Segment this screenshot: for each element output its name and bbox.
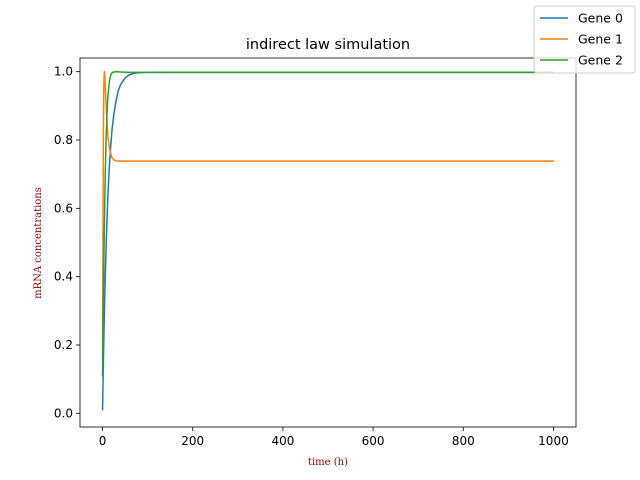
legend-label-gene-2: Gene 2 <box>578 53 623 68</box>
x-axis-label: time (h) <box>308 457 348 468</box>
legend-box <box>533 5 636 74</box>
legend-items: Gene 0 Gene 1 Gene 2 <box>540 11 623 68</box>
legend-label-gene-1: Gene 1 <box>578 32 623 47</box>
series-layer <box>101 70 555 411</box>
x-tick-label: 0 <box>99 434 107 448</box>
y-axis-label: mRNA concentrations <box>33 187 44 299</box>
y-tick-label: 0.8 <box>54 133 73 147</box>
series-line-gene-1 <box>101 70 555 360</box>
y-tick-label: 1.0 <box>54 65 73 79</box>
y-axis: 0.0 0.2 0.4 0.6 0.8 1.0 <box>54 65 80 420</box>
x-tick-label: 600 <box>362 434 385 448</box>
y-tick-label: 0.0 <box>54 406 73 420</box>
series-line-gene-2 <box>101 70 555 377</box>
axes-frame <box>79 57 577 428</box>
legend-label-gene-0: Gene 0 <box>578 11 623 26</box>
chart-title: indirect law simulation <box>246 37 410 53</box>
y-tick-label: 0.2 <box>54 338 73 352</box>
legend: Gene 0 Gene 1 Gene 2 <box>533 5 636 74</box>
x-tick-label: 1000 <box>538 434 569 448</box>
x-tick-label: 200 <box>181 434 204 448</box>
y-tick-label: 0.6 <box>54 201 73 215</box>
x-tick-label: 800 <box>452 434 475 448</box>
plot-area <box>79 57 577 428</box>
y-tick-label: 0.4 <box>54 270 73 284</box>
x-axis: 0 200 400 600 800 1000 <box>99 427 569 448</box>
x-tick-label: 400 <box>271 434 294 448</box>
